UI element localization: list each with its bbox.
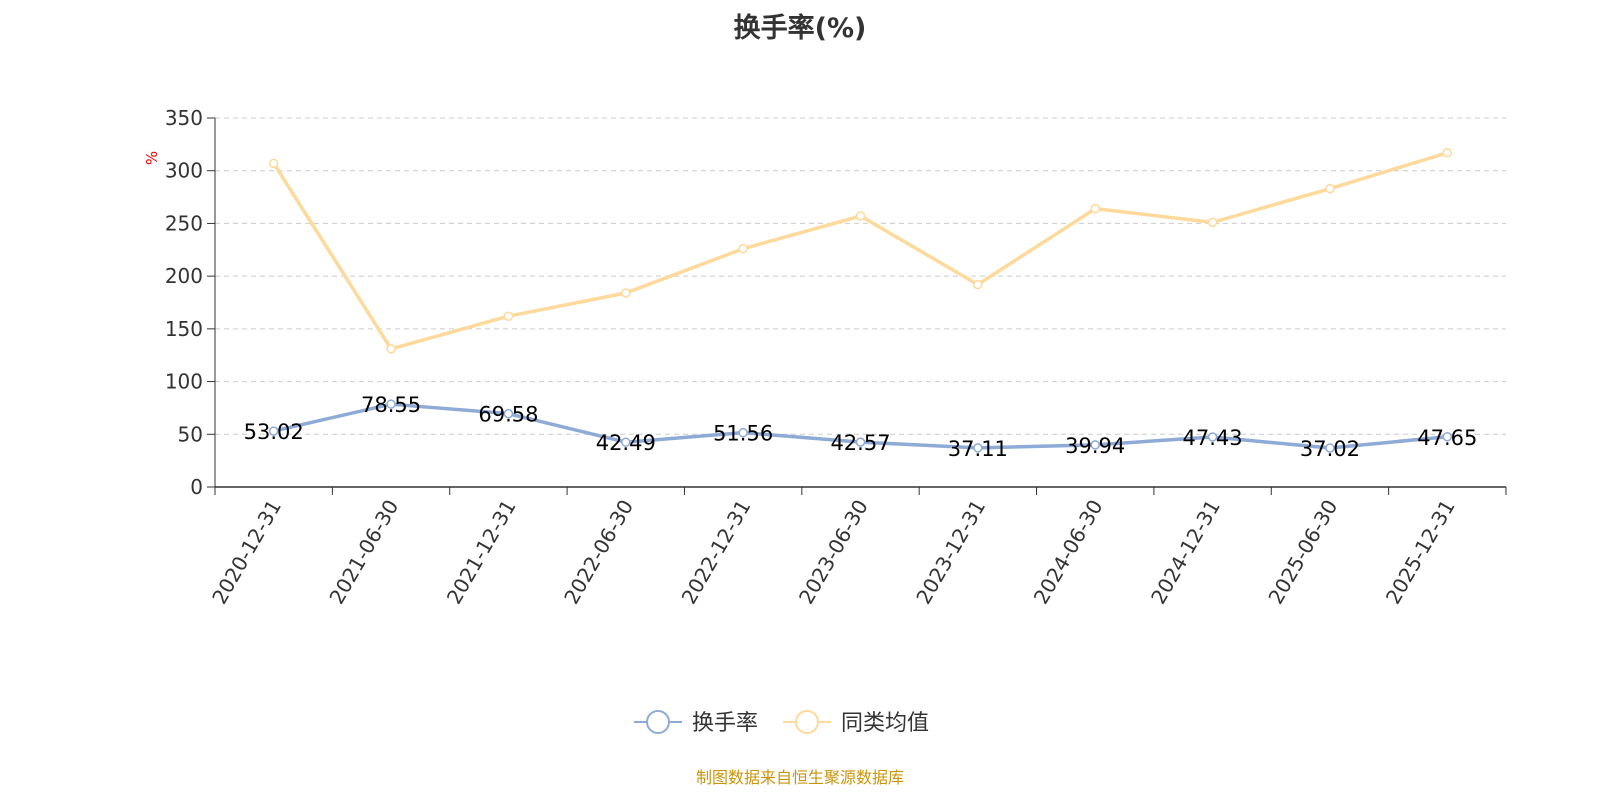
y-tick-label: 100: [165, 370, 203, 394]
y-tick-label: 50: [178, 422, 203, 446]
y-tick-label: 350: [165, 106, 203, 130]
x-tick-label: 2022-06-30: [559, 496, 638, 609]
data-point: [268, 158, 279, 169]
data-point: [855, 437, 866, 447]
data-point: [503, 311, 514, 321]
data-point: [738, 243, 748, 254]
legend-label: 换手率: [692, 711, 758, 736]
data-point: [1090, 203, 1100, 214]
data-label: 42.49: [596, 431, 656, 455]
data-point: [268, 426, 279, 436]
legend-label: 同类均值: [841, 711, 929, 736]
data-point: [855, 211, 866, 221]
data-point: [1442, 148, 1453, 158]
data-label: 37.02: [1300, 437, 1360, 461]
legend-marker: [646, 710, 670, 734]
data-source-note: 制图数据来自恒生聚源数据库: [695, 768, 904, 787]
x-tick-label: 2025-06-30: [1263, 496, 1342, 609]
x-tick-label: 2020-12-31: [207, 496, 286, 609]
data-point: [1325, 443, 1335, 453]
data-point: [1090, 440, 1100, 450]
legend-item-turnover: 换手率: [634, 710, 758, 736]
y-tick-label: 250: [165, 211, 203, 235]
legend-marker: [795, 710, 819, 734]
data-point: [1442, 432, 1453, 442]
x-tick-label: 2023-12-31: [911, 496, 990, 609]
x-tick-label: 2024-06-30: [1029, 496, 1108, 609]
y-tick-label: 150: [165, 317, 203, 341]
data-point: [973, 279, 983, 290]
data-point: [1207, 432, 1218, 442]
data-point: [1325, 183, 1335, 194]
data-label: 37.11: [948, 437, 1008, 461]
x-tick-label: 2021-12-31: [442, 496, 521, 609]
x-tick-label: 2025-12-31: [1381, 496, 1460, 609]
data-label: 69.58: [478, 403, 538, 427]
y-tick-label: 300: [165, 159, 203, 183]
x-tick-label: 2022-12-31: [677, 496, 756, 609]
x-tick-label: 2023-06-30: [794, 496, 873, 609]
data-label: 42.57: [830, 431, 890, 455]
data-point: [386, 344, 396, 354]
data-label: 39.94: [1065, 434, 1125, 458]
data-point: [1207, 217, 1218, 228]
turnover-line-chart: 0 50 100 150 200 250 300 350% 2020-12-31 2021-06-…: [143, 106, 1507, 736]
y-axis-unit-label: %: [143, 151, 161, 165]
data-label: 53.02: [244, 420, 304, 444]
x-tick-label: 2021-06-30: [324, 496, 403, 609]
chart-title: 换手率(%): [733, 13, 867, 44]
data-label: 47.43: [1183, 426, 1243, 450]
legend-item-peer-average: 同类均值: [783, 710, 929, 736]
x-tick-label: 2024-12-31: [1146, 496, 1225, 609]
data-point: [621, 288, 631, 298]
data-label: 47.65: [1417, 426, 1477, 450]
data-point: [386, 399, 396, 409]
data-point: [621, 437, 631, 447]
data-point: [503, 408, 514, 419]
y-tick-label: 0: [190, 475, 203, 499]
data-point: [738, 427, 748, 438]
data-label: 51.56: [713, 422, 773, 446]
y-tick-label: 200: [165, 264, 203, 288]
data-point: [973, 443, 983, 453]
data-label: 78.55: [361, 393, 421, 417]
series-line-peer-average: [272, 151, 1448, 351]
